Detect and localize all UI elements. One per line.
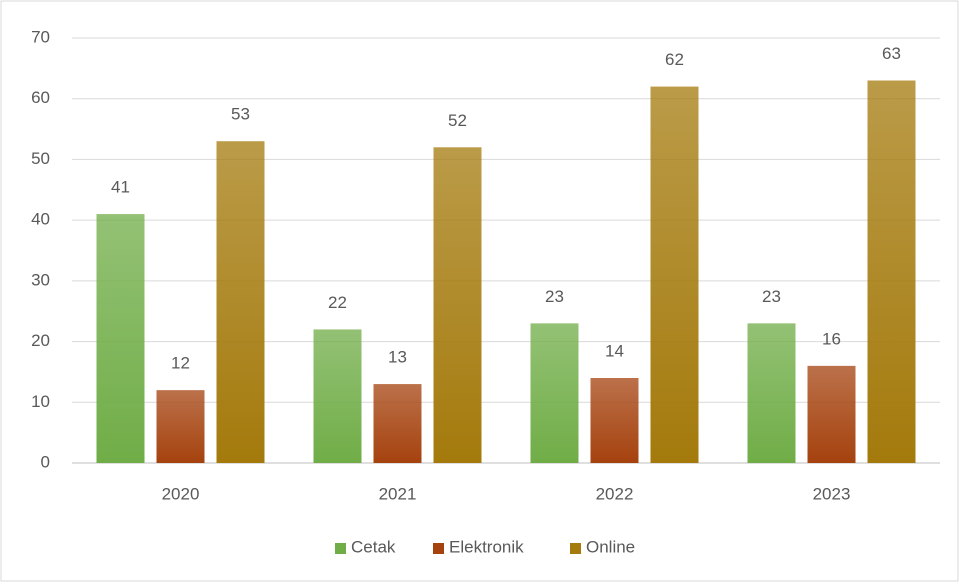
data-label: 22 xyxy=(328,293,347,312)
bar xyxy=(156,390,205,463)
bar xyxy=(373,384,422,463)
data-label: 41 xyxy=(111,178,130,197)
x-tick-label: 2021 xyxy=(379,484,417,503)
y-tick-label: 30 xyxy=(31,270,50,289)
bar xyxy=(313,329,362,463)
data-label: 16 xyxy=(822,329,841,348)
data-label: 23 xyxy=(762,287,781,306)
x-tick-label: 2023 xyxy=(813,484,851,503)
legend-swatch xyxy=(570,543,581,554)
data-label: 13 xyxy=(388,348,407,367)
bar xyxy=(216,141,265,463)
y-tick-label: 0 xyxy=(41,452,50,471)
data-label: 63 xyxy=(882,44,901,63)
bar xyxy=(96,214,145,463)
y-tick-label: 50 xyxy=(31,149,50,168)
data-label: 14 xyxy=(605,341,624,360)
legend-swatch xyxy=(335,543,346,554)
x-tick-label: 2020 xyxy=(162,484,200,503)
y-tick-label: 70 xyxy=(31,27,50,46)
bar xyxy=(747,323,796,463)
bar xyxy=(807,365,856,463)
y-tick-label: 10 xyxy=(31,392,50,411)
data-label: 12 xyxy=(171,354,190,373)
data-label: 62 xyxy=(665,50,684,69)
y-tick-label: 60 xyxy=(31,88,50,107)
data-label: 52 xyxy=(448,111,467,130)
data-label: 53 xyxy=(231,105,250,124)
bar xyxy=(867,80,916,463)
data-label: 23 xyxy=(545,287,564,306)
legend-label: Elektronik xyxy=(449,537,524,556)
legend-swatch xyxy=(433,543,444,554)
legend-label: Online xyxy=(586,537,635,556)
bar xyxy=(590,378,639,463)
bar xyxy=(433,147,482,464)
y-tick-label: 20 xyxy=(31,331,50,350)
bar xyxy=(650,86,699,464)
legend-label: Cetak xyxy=(351,537,396,556)
y-tick-label: 40 xyxy=(31,210,50,229)
bar xyxy=(530,323,579,463)
x-tick-label: 2022 xyxy=(596,484,634,503)
